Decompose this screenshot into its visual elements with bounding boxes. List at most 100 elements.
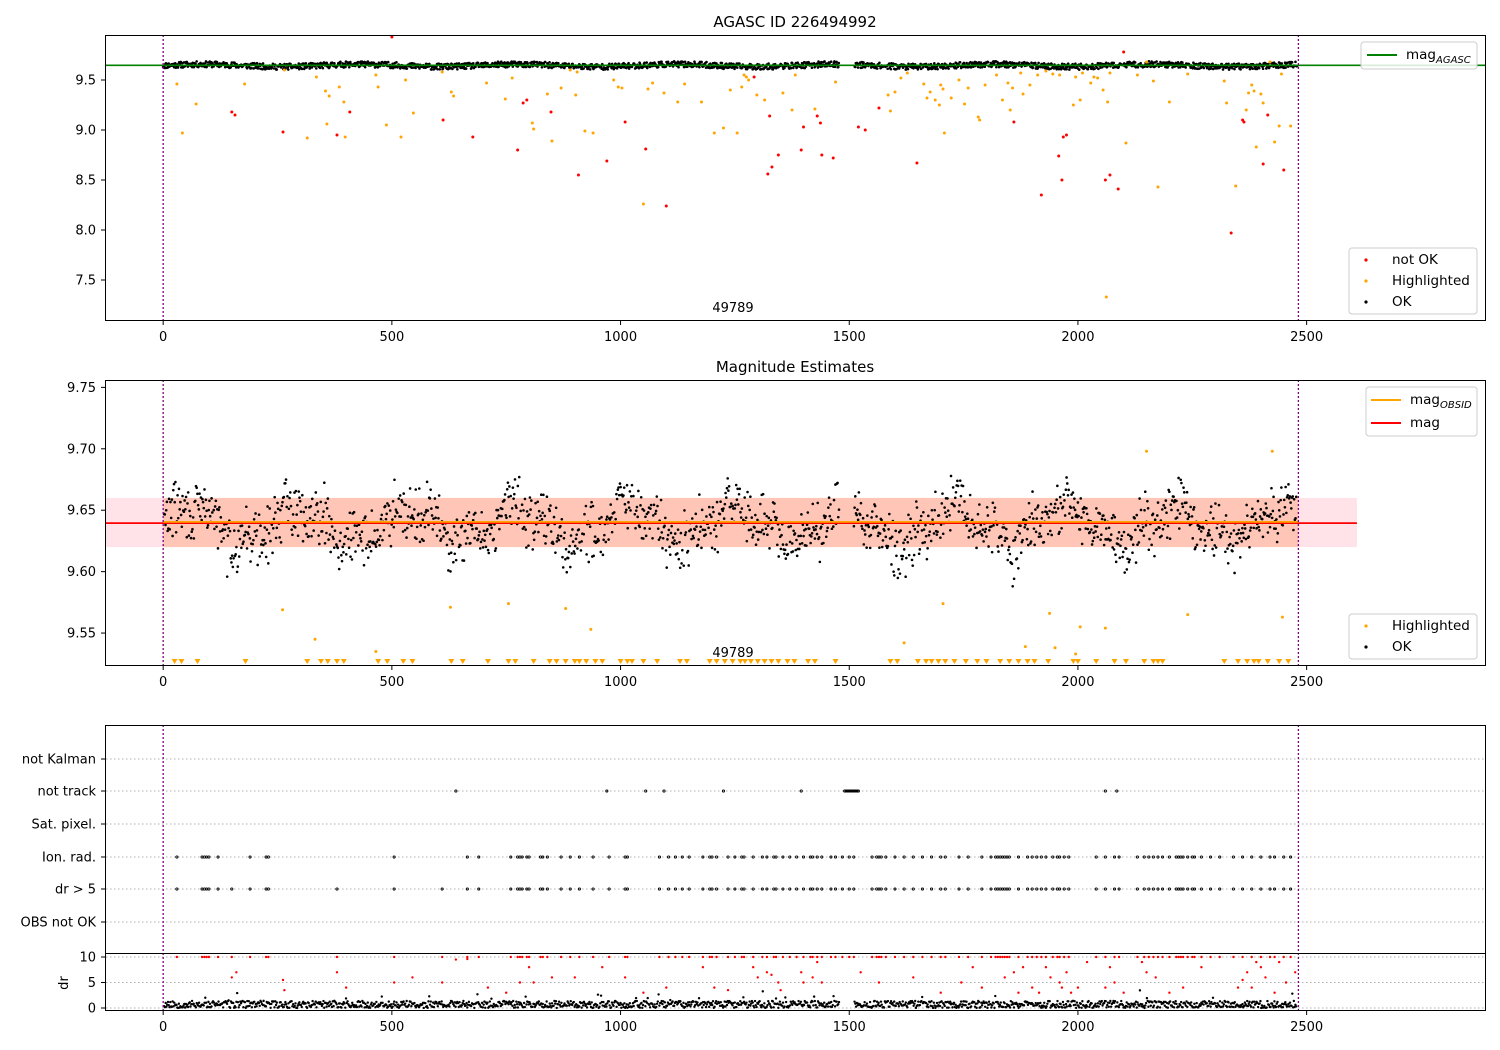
dr-point bbox=[467, 1000, 471, 1004]
ok-point bbox=[549, 504, 552, 507]
ok-point bbox=[678, 566, 682, 570]
ok-point bbox=[495, 516, 499, 520]
ok-point bbox=[807, 527, 811, 530]
ok-point bbox=[539, 493, 543, 497]
ok-point bbox=[252, 517, 256, 521]
dr-ytick-label-0: 0 bbox=[88, 1002, 96, 1017]
dr-point bbox=[592, 1006, 595, 1009]
ok-point bbox=[1209, 67, 1213, 70]
ok-point bbox=[455, 518, 459, 521]
ok-point bbox=[204, 498, 208, 502]
ok-point bbox=[724, 491, 727, 495]
dr-point bbox=[204, 996, 207, 999]
ok-point bbox=[1117, 530, 1121, 534]
ok-point bbox=[1252, 526, 1256, 530]
ok-point bbox=[1210, 538, 1214, 542]
dr-point bbox=[232, 1001, 235, 1005]
ok-point bbox=[366, 556, 370, 559]
ok-point bbox=[548, 60, 551, 64]
ok-point bbox=[1268, 525, 1272, 529]
ok-point bbox=[265, 528, 269, 531]
not-ok-point bbox=[471, 135, 475, 139]
dr-point bbox=[351, 1001, 354, 1005]
ok-point bbox=[1227, 62, 1230, 66]
ok-point bbox=[447, 569, 450, 572]
ok-point bbox=[344, 65, 347, 69]
ok-point bbox=[966, 517, 970, 520]
dr-point bbox=[323, 1006, 326, 1009]
ok-point bbox=[983, 530, 987, 534]
highlighted-point bbox=[902, 641, 906, 645]
ok-point bbox=[484, 545, 488, 549]
dr-point bbox=[458, 1000, 461, 1004]
highlighted-point bbox=[735, 131, 739, 135]
ok-point bbox=[890, 563, 893, 566]
highlighted-point bbox=[327, 94, 331, 98]
ok-point bbox=[1170, 499, 1174, 502]
ok-point bbox=[880, 518, 883, 522]
not-ok-point bbox=[799, 148, 803, 152]
ok-point bbox=[249, 560, 252, 563]
highlighted-point bbox=[399, 135, 403, 139]
ok-point bbox=[922, 510, 925, 514]
ok-point bbox=[308, 67, 312, 70]
ok-point bbox=[571, 540, 575, 543]
highlighted-point bbox=[485, 81, 489, 85]
ok-point bbox=[873, 504, 877, 508]
ok-point bbox=[347, 65, 351, 69]
ok-point bbox=[267, 67, 271, 71]
dr-point bbox=[545, 1000, 548, 1003]
dr-point bbox=[355, 1005, 359, 1009]
ok-point bbox=[897, 67, 901, 70]
ok-point bbox=[687, 564, 691, 567]
ok-point bbox=[1292, 528, 1295, 532]
ok-point bbox=[899, 529, 902, 532]
ok-point bbox=[1236, 541, 1239, 545]
ok-point bbox=[917, 552, 921, 556]
ok-point bbox=[743, 496, 747, 499]
ok-point bbox=[1039, 524, 1042, 528]
ok-point bbox=[1169, 503, 1173, 507]
ok-point bbox=[1092, 536, 1096, 540]
ok-point bbox=[256, 563, 259, 567]
ok-point bbox=[914, 500, 918, 503]
highlighted-point bbox=[313, 637, 317, 641]
highlighted-point bbox=[314, 75, 318, 79]
ok-point bbox=[508, 485, 511, 488]
ok-point bbox=[492, 537, 496, 541]
dr-point bbox=[243, 1001, 247, 1004]
ok-point bbox=[405, 67, 409, 70]
ok-point bbox=[405, 526, 409, 530]
ok-point bbox=[1135, 513, 1139, 517]
ok-point bbox=[196, 503, 200, 507]
ok-point bbox=[1156, 514, 1159, 517]
ok-point bbox=[948, 513, 951, 517]
dr-point bbox=[225, 1002, 229, 1006]
highlighted-point bbox=[530, 121, 534, 125]
flag-label-4: dr > 5 bbox=[55, 883, 96, 898]
dr-point bbox=[325, 1005, 328, 1008]
dr-point bbox=[177, 1002, 181, 1005]
ok-point bbox=[719, 500, 722, 503]
dr-point bbox=[257, 1001, 261, 1005]
ok-point bbox=[280, 504, 284, 508]
ok-point bbox=[968, 493, 972, 497]
ok-point bbox=[302, 62, 305, 65]
ok-point bbox=[401, 530, 405, 533]
dr-point bbox=[275, 1001, 279, 1004]
ok-point bbox=[1063, 499, 1066, 502]
dr-point bbox=[565, 1004, 569, 1007]
not-ok-point bbox=[1103, 178, 1107, 182]
ok-point bbox=[1032, 527, 1036, 530]
ok-point bbox=[779, 547, 783, 551]
ok-point bbox=[1046, 532, 1050, 536]
ok-point bbox=[537, 530, 540, 534]
ok-point bbox=[207, 508, 211, 512]
ok-point bbox=[391, 499, 395, 503]
ok-point bbox=[1195, 543, 1199, 547]
ok-point bbox=[537, 509, 541, 513]
highlighted-point bbox=[742, 73, 746, 77]
ok-point bbox=[775, 516, 778, 520]
ok-point bbox=[617, 486, 620, 489]
ok-point bbox=[451, 542, 454, 546]
